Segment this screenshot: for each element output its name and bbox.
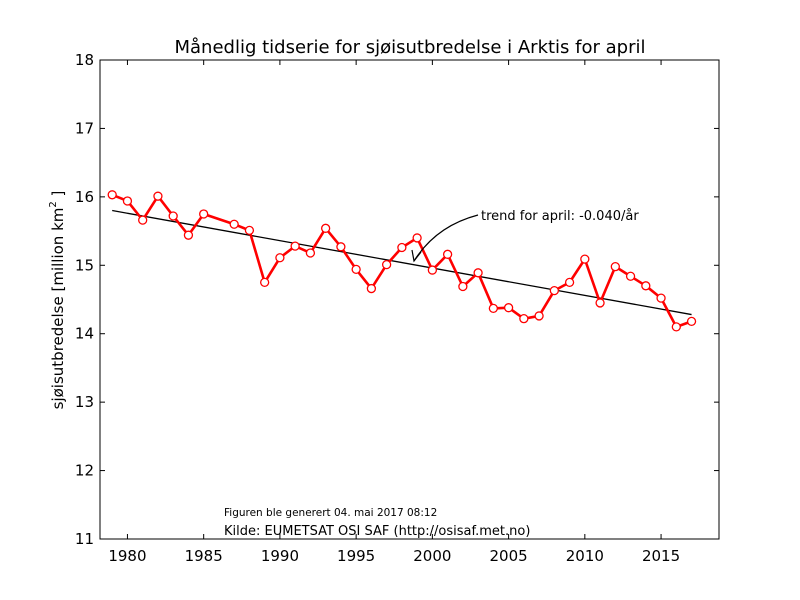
data-point <box>366 283 377 294</box>
y-tick-label: 11 <box>75 530 94 548</box>
generated-note: Figuren ble generert 04. mai 2017 08:12 <box>224 507 437 519</box>
data-point <box>305 248 316 258</box>
y-tick-label: 15 <box>75 256 94 274</box>
trend-label: trend for april: -0.040/år <box>481 209 639 224</box>
data-point <box>519 314 529 324</box>
x-tick-label: 1990 <box>261 547 299 565</box>
trend-line <box>112 209 692 316</box>
data-point <box>260 277 270 288</box>
series-line <box>111 193 692 329</box>
y-tick-label: 18 <box>75 51 94 69</box>
data-point <box>168 211 178 221</box>
series-group <box>107 190 697 332</box>
data-point <box>671 322 681 332</box>
data-point <box>122 196 133 206</box>
x-tick-label: 2010 <box>566 547 604 565</box>
data-point <box>183 230 194 240</box>
data-point <box>397 242 407 253</box>
data-point <box>488 303 499 314</box>
data-point <box>351 264 361 275</box>
data-point <box>503 303 514 313</box>
data-point <box>442 249 453 259</box>
x-tick-label: 1985 <box>185 547 223 565</box>
data-point <box>153 191 163 201</box>
x-tick-label: 2000 <box>413 547 451 565</box>
x-tick-label: 2015 <box>642 547 680 565</box>
data-point <box>427 265 438 275</box>
x-tick-label: 1995 <box>337 547 375 565</box>
trend-group <box>112 209 692 316</box>
data-point <box>564 277 575 288</box>
data-point <box>686 316 697 327</box>
y-tick-label: 17 <box>75 119 94 137</box>
data-point <box>595 298 605 308</box>
data-point <box>199 209 209 219</box>
data-point <box>107 190 117 200</box>
x-tick-label: 2005 <box>490 547 528 565</box>
chart-title: Månedlig tidserie for sjøisutbredelse i … <box>175 37 646 58</box>
y-axis-label-end: ] <box>49 191 67 202</box>
data-point <box>656 293 666 303</box>
data-point <box>473 268 483 278</box>
y-axis-label-main: sjøisutbredelse [million km <box>49 208 67 410</box>
y-axis-label: sjøisutbredelse [million km2 ] <box>48 191 67 410</box>
data-point <box>138 215 148 225</box>
data-point <box>610 262 620 272</box>
trend-arrow-head <box>411 249 422 263</box>
data-point <box>580 254 590 264</box>
source-note: Kilde: EUMETSAT OSI SAF (http://osisaf.m… <box>224 524 530 539</box>
data-point <box>320 223 331 233</box>
data-point <box>549 285 559 296</box>
y-tick-label: 16 <box>75 188 94 206</box>
y-tick-label: 14 <box>75 325 94 343</box>
x-tick-label: 1980 <box>108 547 146 565</box>
tick-group: 1980 1985 1990 1995 2000 2005 2010 2015 11 12 13 14… <box>75 51 719 565</box>
data-point <box>641 281 651 291</box>
data-point <box>412 233 422 243</box>
plot-frame <box>99 59 720 540</box>
data-point <box>290 241 300 251</box>
data-point <box>458 281 468 292</box>
data-point <box>336 242 346 252</box>
data-point <box>381 259 392 270</box>
y-tick-label: 12 <box>75 462 94 480</box>
data-point <box>625 271 636 281</box>
data-point <box>229 219 239 229</box>
data-point <box>275 253 285 263</box>
y-tick-label: 13 <box>75 393 94 411</box>
data-point <box>534 311 544 321</box>
y-axis-label-sup: 2 <box>48 201 59 207</box>
data-point <box>244 225 255 236</box>
